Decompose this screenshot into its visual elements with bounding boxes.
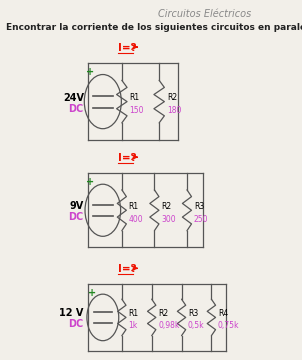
- Text: R2: R2: [161, 202, 171, 211]
- Text: R1: R1: [128, 309, 138, 318]
- Text: 180: 180: [167, 107, 181, 116]
- Text: R1: R1: [129, 202, 139, 211]
- Text: DC: DC: [69, 104, 84, 113]
- Text: R2: R2: [158, 309, 168, 318]
- Text: 0,5k: 0,5k: [188, 321, 204, 330]
- Text: 9V: 9V: [69, 201, 84, 211]
- Text: R2: R2: [167, 93, 177, 102]
- Text: DC: DC: [69, 212, 84, 222]
- Text: R3: R3: [188, 309, 198, 318]
- Text: 2.   Encontrar la corriente de los siguientes circuitos en paralelo: 2. Encontrar la corriente de los siguien…: [0, 23, 302, 32]
- Text: 12 V: 12 V: [59, 309, 84, 319]
- Text: 150: 150: [130, 107, 144, 116]
- Text: +: +: [86, 177, 95, 187]
- Text: 400: 400: [129, 215, 143, 224]
- Text: I=?: I=?: [118, 153, 137, 163]
- Text: R3: R3: [194, 202, 204, 211]
- Text: I=?: I=?: [118, 43, 137, 53]
- Text: R1: R1: [130, 93, 140, 102]
- Text: DC: DC: [69, 319, 84, 329]
- Text: 250: 250: [194, 215, 208, 224]
- Text: +: +: [86, 67, 94, 77]
- Text: 300: 300: [161, 215, 176, 224]
- Text: 1k: 1k: [128, 321, 137, 330]
- Text: 0,98k: 0,98k: [158, 321, 179, 330]
- Text: 24V: 24V: [63, 93, 84, 103]
- Text: R4: R4: [218, 309, 228, 318]
- Text: I=?: I=?: [118, 264, 137, 274]
- Text: +: +: [88, 288, 96, 298]
- Text: 0,75k: 0,75k: [218, 321, 239, 330]
- Text: Circuitos Eléctricos: Circuitos Eléctricos: [158, 9, 251, 19]
